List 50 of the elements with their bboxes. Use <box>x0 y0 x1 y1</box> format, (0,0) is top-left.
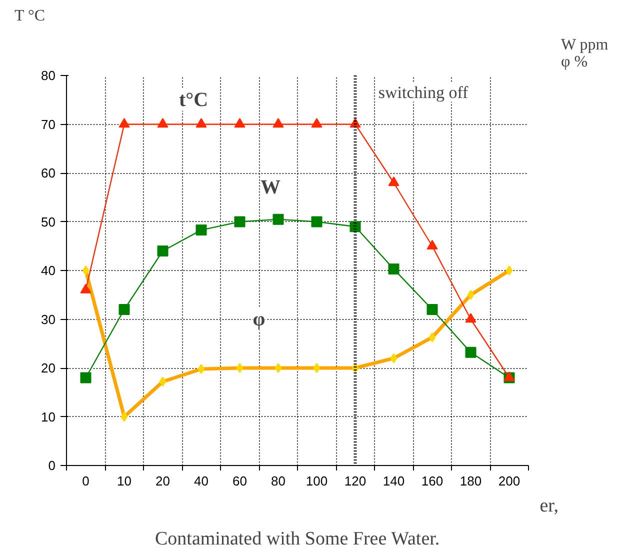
series-label: W <box>260 176 281 199</box>
y-tick-label: 0 <box>48 458 56 473</box>
y-tick-label: 60 <box>41 166 56 180</box>
point <box>118 118 130 128</box>
x-tick-label: 0 <box>82 474 90 488</box>
point <box>426 240 438 250</box>
series-label: t°C <box>179 88 208 111</box>
x-tick-label: 10 <box>117 474 132 488</box>
x-tick-label: 140 <box>382 474 405 488</box>
x-tick-label: 160 <box>421 474 444 488</box>
y-tick-label: 70 <box>41 116 56 132</box>
y-tick-label: 80 <box>41 68 56 83</box>
point <box>426 304 438 315</box>
x-tick-label: 40 <box>194 474 208 488</box>
y-axis-title: T °C <box>14 8 46 24</box>
text: er, <box>540 496 558 516</box>
point <box>388 176 400 186</box>
point <box>80 372 92 384</box>
y-tick-label: 10 <box>41 409 56 424</box>
point <box>234 118 246 128</box>
y-tick-label: 50 <box>41 214 56 230</box>
x-tick-label: 100 <box>306 474 328 488</box>
point <box>157 118 168 128</box>
y-tick-label: 30 <box>41 312 56 327</box>
point <box>118 304 130 315</box>
x-tick-label: 60 <box>232 474 247 488</box>
point <box>80 284 92 294</box>
point <box>350 221 361 232</box>
point <box>157 246 168 256</box>
y2-axis-title: W ppm φ % <box>560 36 609 70</box>
text: Contaminated with Some Free Water. <box>155 528 440 550</box>
point <box>272 214 284 225</box>
point <box>272 118 284 128</box>
x-tick-label: 80 <box>271 474 286 488</box>
point <box>196 118 207 128</box>
x-tick-label: 120 <box>344 474 366 488</box>
ref-line-label: switching off <box>378 82 469 102</box>
x-tick-label: 180 <box>460 474 482 488</box>
x-tick-label: 200 <box>498 474 520 488</box>
point <box>311 216 322 228</box>
point <box>465 312 476 323</box>
point <box>388 264 400 275</box>
point <box>465 346 476 358</box>
series-label: φ <box>252 308 266 330</box>
point <box>234 216 246 228</box>
point <box>311 118 322 128</box>
point <box>196 224 207 236</box>
y-tick-label: 20 <box>41 360 56 376</box>
y-tick-label: 40 <box>41 263 56 278</box>
x-tick-label: 20 <box>156 474 170 488</box>
